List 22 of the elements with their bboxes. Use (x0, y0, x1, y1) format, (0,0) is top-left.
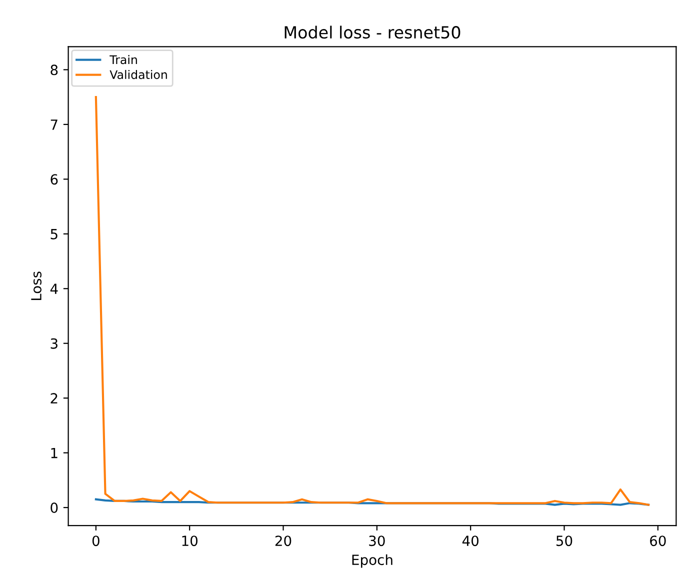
x-tick-label: 20 (275, 536, 292, 546)
x-tick-label: 30 (369, 536, 385, 546)
y-tick-label: 3 (50, 338, 58, 349)
chart-title: Model loss - resnet50 (284, 26, 460, 39)
y-tick-label: 6 (50, 174, 58, 185)
y-axis-title: Loss (31, 272, 42, 300)
x-tick-label: 50 (556, 536, 572, 546)
legend-label: Validation (110, 70, 167, 80)
y-tick-label: 8 (50, 64, 58, 76)
x-tick-label: 60 (650, 536, 666, 546)
y-tick-label: 5 (50, 229, 58, 240)
x-tick-label: 10 (182, 536, 198, 546)
y-tick-label: 7 (50, 120, 58, 130)
y-tick-label: 4 (50, 284, 58, 294)
x-axis-title: Epoch (352, 554, 392, 568)
y-tick-label: 2 (50, 393, 58, 404)
line-series (94, 96, 650, 506)
legend-label: Train (110, 54, 137, 64)
x-tick-label: 40 (462, 536, 478, 546)
y-tick-label: 0 (50, 502, 58, 514)
x-tick-label: 0 (92, 536, 100, 546)
y-tick-label: 1 (51, 448, 58, 458)
